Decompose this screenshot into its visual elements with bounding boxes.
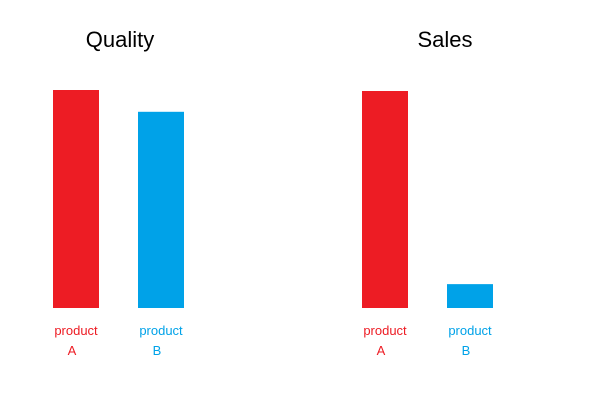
sales-label-product-a-line2: A bbox=[377, 343, 386, 358]
sales-label-product-b-line1: product bbox=[448, 323, 492, 338]
sales-bar-product-b bbox=[447, 284, 493, 308]
quality-label-product-a-line1: product bbox=[54, 323, 98, 338]
quality-label-product-b-line2: B bbox=[153, 343, 162, 358]
sales-bar-product-a bbox=[362, 91, 408, 308]
sales-label-product-a-line1: product bbox=[363, 323, 407, 338]
sales-label-product-b-line2: B bbox=[462, 343, 471, 358]
quality-chart-title: Quality bbox=[86, 27, 154, 52]
quality-bar-product-a bbox=[53, 90, 99, 308]
quality-chart: Quality product A product B bbox=[53, 27, 184, 358]
quality-label-product-a-line2: A bbox=[68, 343, 77, 358]
quality-label-product-b-line1: product bbox=[139, 323, 183, 338]
sales-chart-title: Sales bbox=[417, 27, 472, 52]
quality-bar-product-b bbox=[138, 111, 184, 308]
sales-chart: Sales product A product B bbox=[362, 27, 493, 358]
